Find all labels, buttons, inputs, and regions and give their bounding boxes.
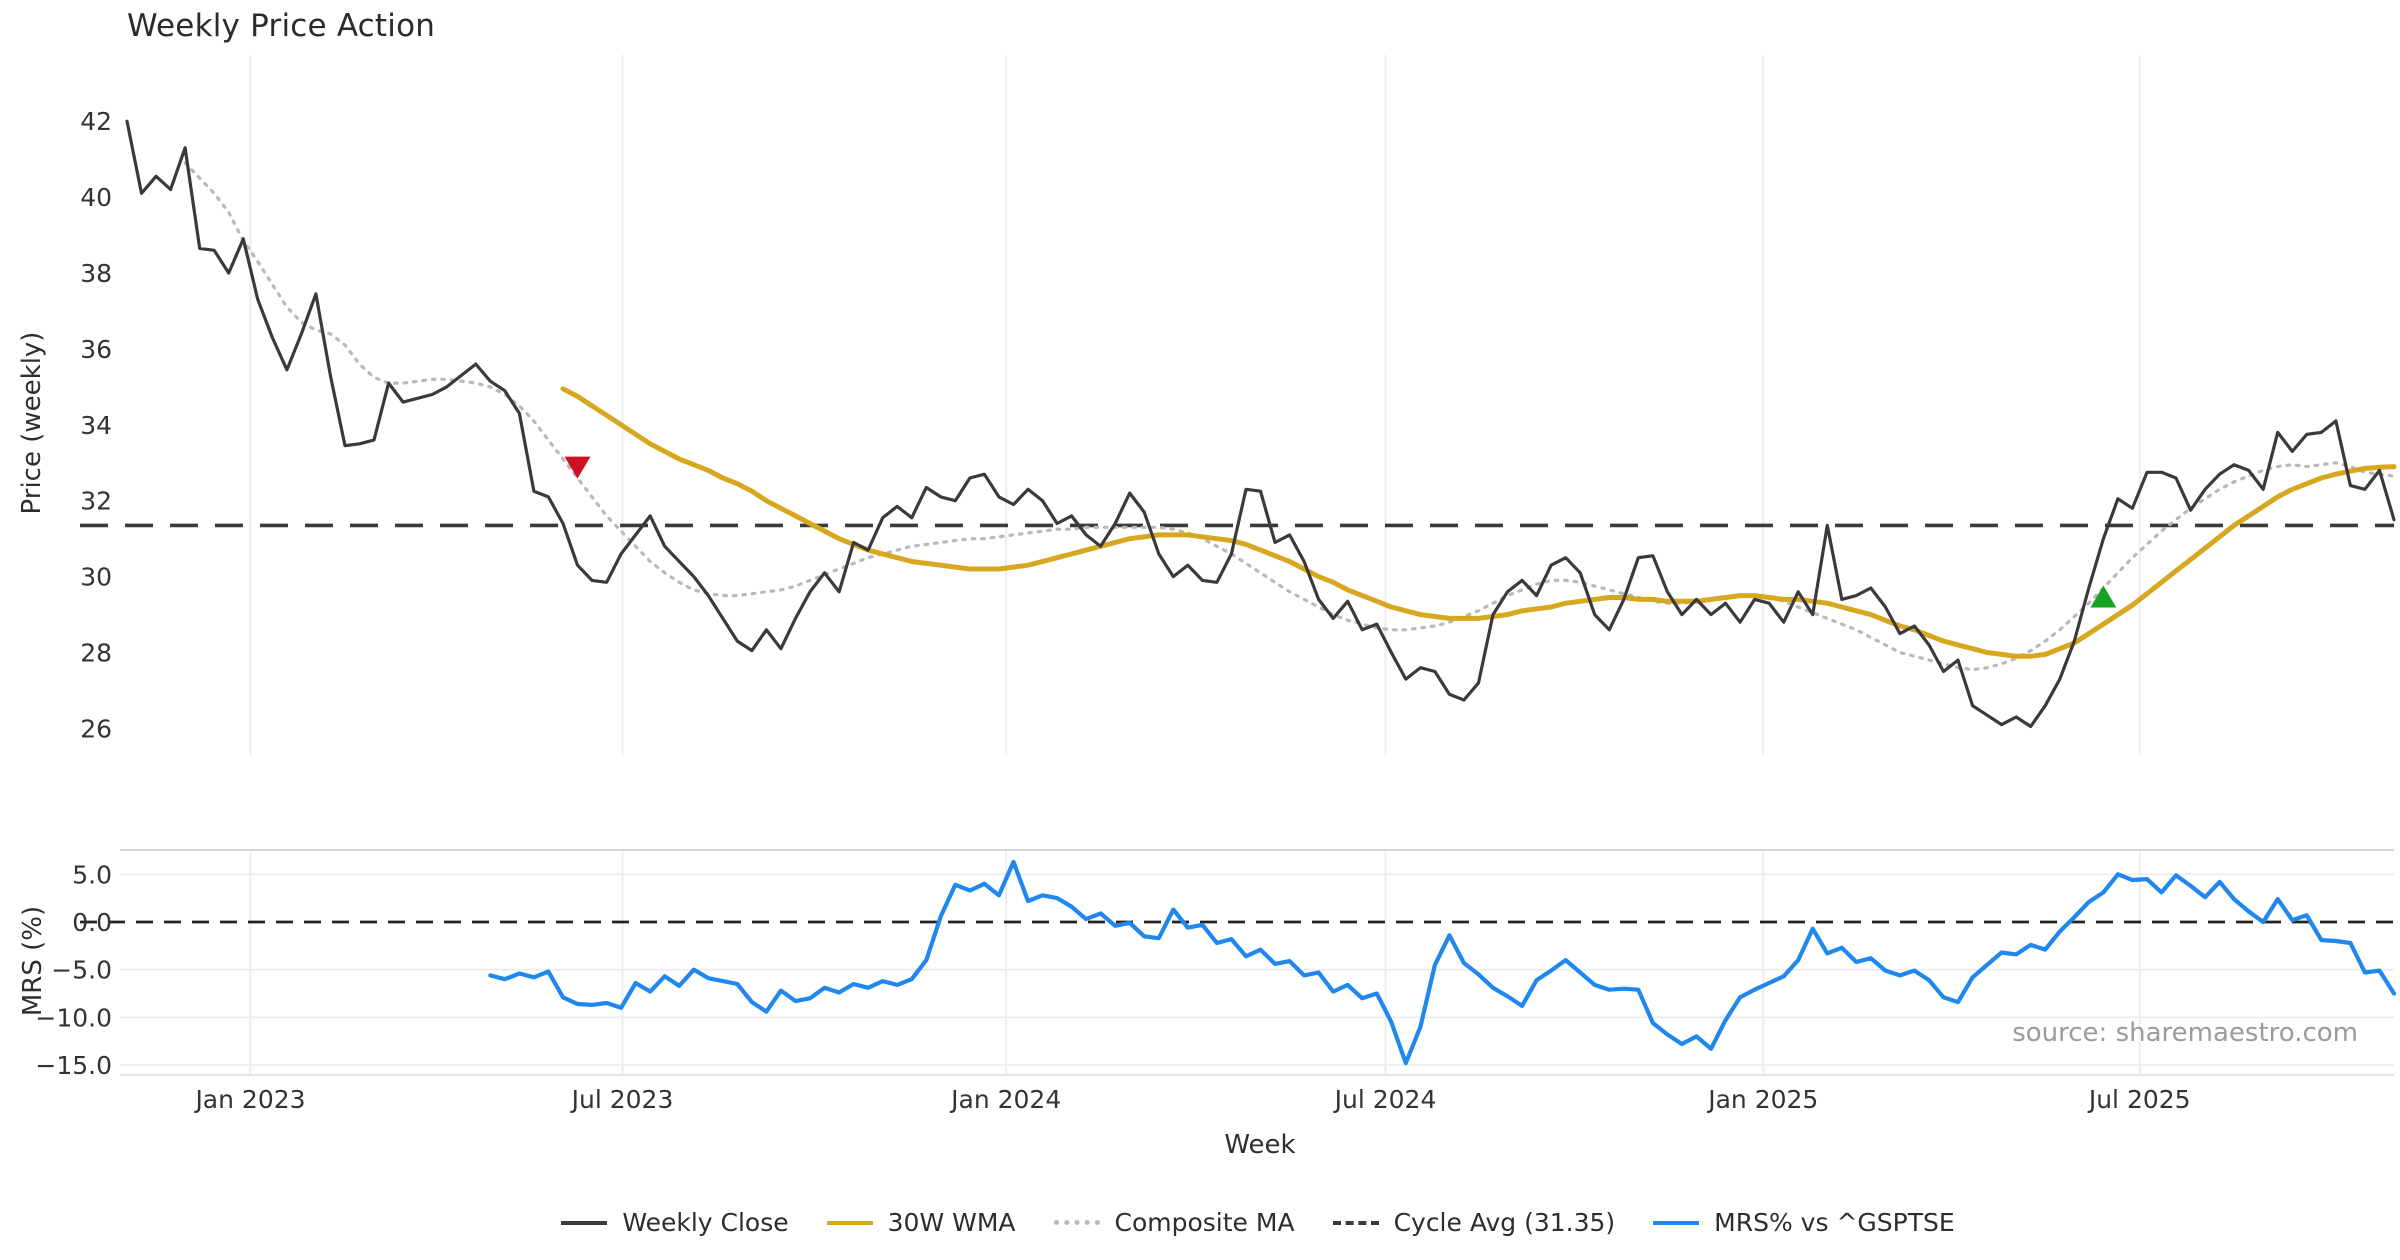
mrs-axis-title: MRS (%) <box>18 905 48 1017</box>
legend-item-composite-ma: Composite MA <box>1053 1208 1295 1237</box>
sell-marker <box>564 456 591 479</box>
mrs-ytick-label: 5.0 <box>72 860 112 889</box>
legend-swatch-solid <box>561 1220 608 1225</box>
price-axis-title: Price (weekly) <box>17 331 47 515</box>
legend-label: Weekly Close <box>622 1208 789 1237</box>
legend-label: Cycle Avg (31.35) <box>1393 1208 1616 1237</box>
legend-label: Composite MA <box>1114 1208 1295 1237</box>
legend-swatch-dashed <box>1332 1220 1379 1225</box>
composite-ma-line <box>183 161 2396 672</box>
weekly-close-line <box>125 119 2396 729</box>
mrs-line <box>488 859 2397 1066</box>
x-axis-title: Week <box>1224 1130 1296 1160</box>
price-ytick-label: 40 <box>80 183 112 212</box>
wma-30w-line <box>560 386 2397 659</box>
legend-swatch-dotted <box>1053 1220 1100 1225</box>
source-credit: source: sharemaestro.com <box>2012 1018 2358 1048</box>
price-ytick-label: 32 <box>80 487 112 516</box>
buy-marker <box>2090 585 2117 608</box>
mrs-ytick-label: −10.0 <box>35 1003 112 1032</box>
x-tick-label: Jul 2024 <box>1333 1085 1437 1114</box>
price-ytick-label: 28 <box>80 639 112 668</box>
price-ytick-label: 30 <box>80 563 112 592</box>
legend-item-mrs-vs-gsptse: MRS% vs ^GSPTSE <box>1653 1208 1955 1237</box>
legend-swatch-solid <box>1653 1220 1700 1225</box>
x-tick-label: Jul 2025 <box>2087 1085 2191 1114</box>
x-tick-label: Jan 2025 <box>1706 1085 1818 1114</box>
legend-item-30w-wma: 30W WMA <box>826 1208 1016 1237</box>
price-ytick-label: 34 <box>80 411 112 440</box>
mrs-ytick-label: −15.0 <box>35 1051 112 1080</box>
x-tick-label: Jan 2023 <box>193 1085 305 1114</box>
legend-swatch-solid <box>826 1220 873 1225</box>
price-ytick-label: 36 <box>80 335 112 364</box>
price-ytick-label: 38 <box>80 259 112 288</box>
mrs-ytick-label: −5.0 <box>51 956 112 985</box>
page-title: Weekly Price Action <box>127 8 436 44</box>
legend: Weekly Close 30W WMA Composite MA Cycle Avg… <box>58 1208 2400 1237</box>
legend-item-weekly-close: Weekly Close <box>561 1208 789 1237</box>
legend-label: MRS% vs ^GSPTSE <box>1714 1208 1955 1237</box>
legend-label: 30W WMA <box>887 1208 1016 1237</box>
mrs-ytick-label: 0.0 <box>72 908 112 937</box>
price-ytick-label: 26 <box>80 714 112 743</box>
x-tick-label: Jul 2023 <box>570 1085 674 1114</box>
price-ytick-label: 42 <box>80 107 112 136</box>
x-tick-label: Jan 2024 <box>949 1085 1061 1114</box>
legend-item-cycle-avg-31-35-: Cycle Avg (31.35) <box>1332 1208 1616 1237</box>
